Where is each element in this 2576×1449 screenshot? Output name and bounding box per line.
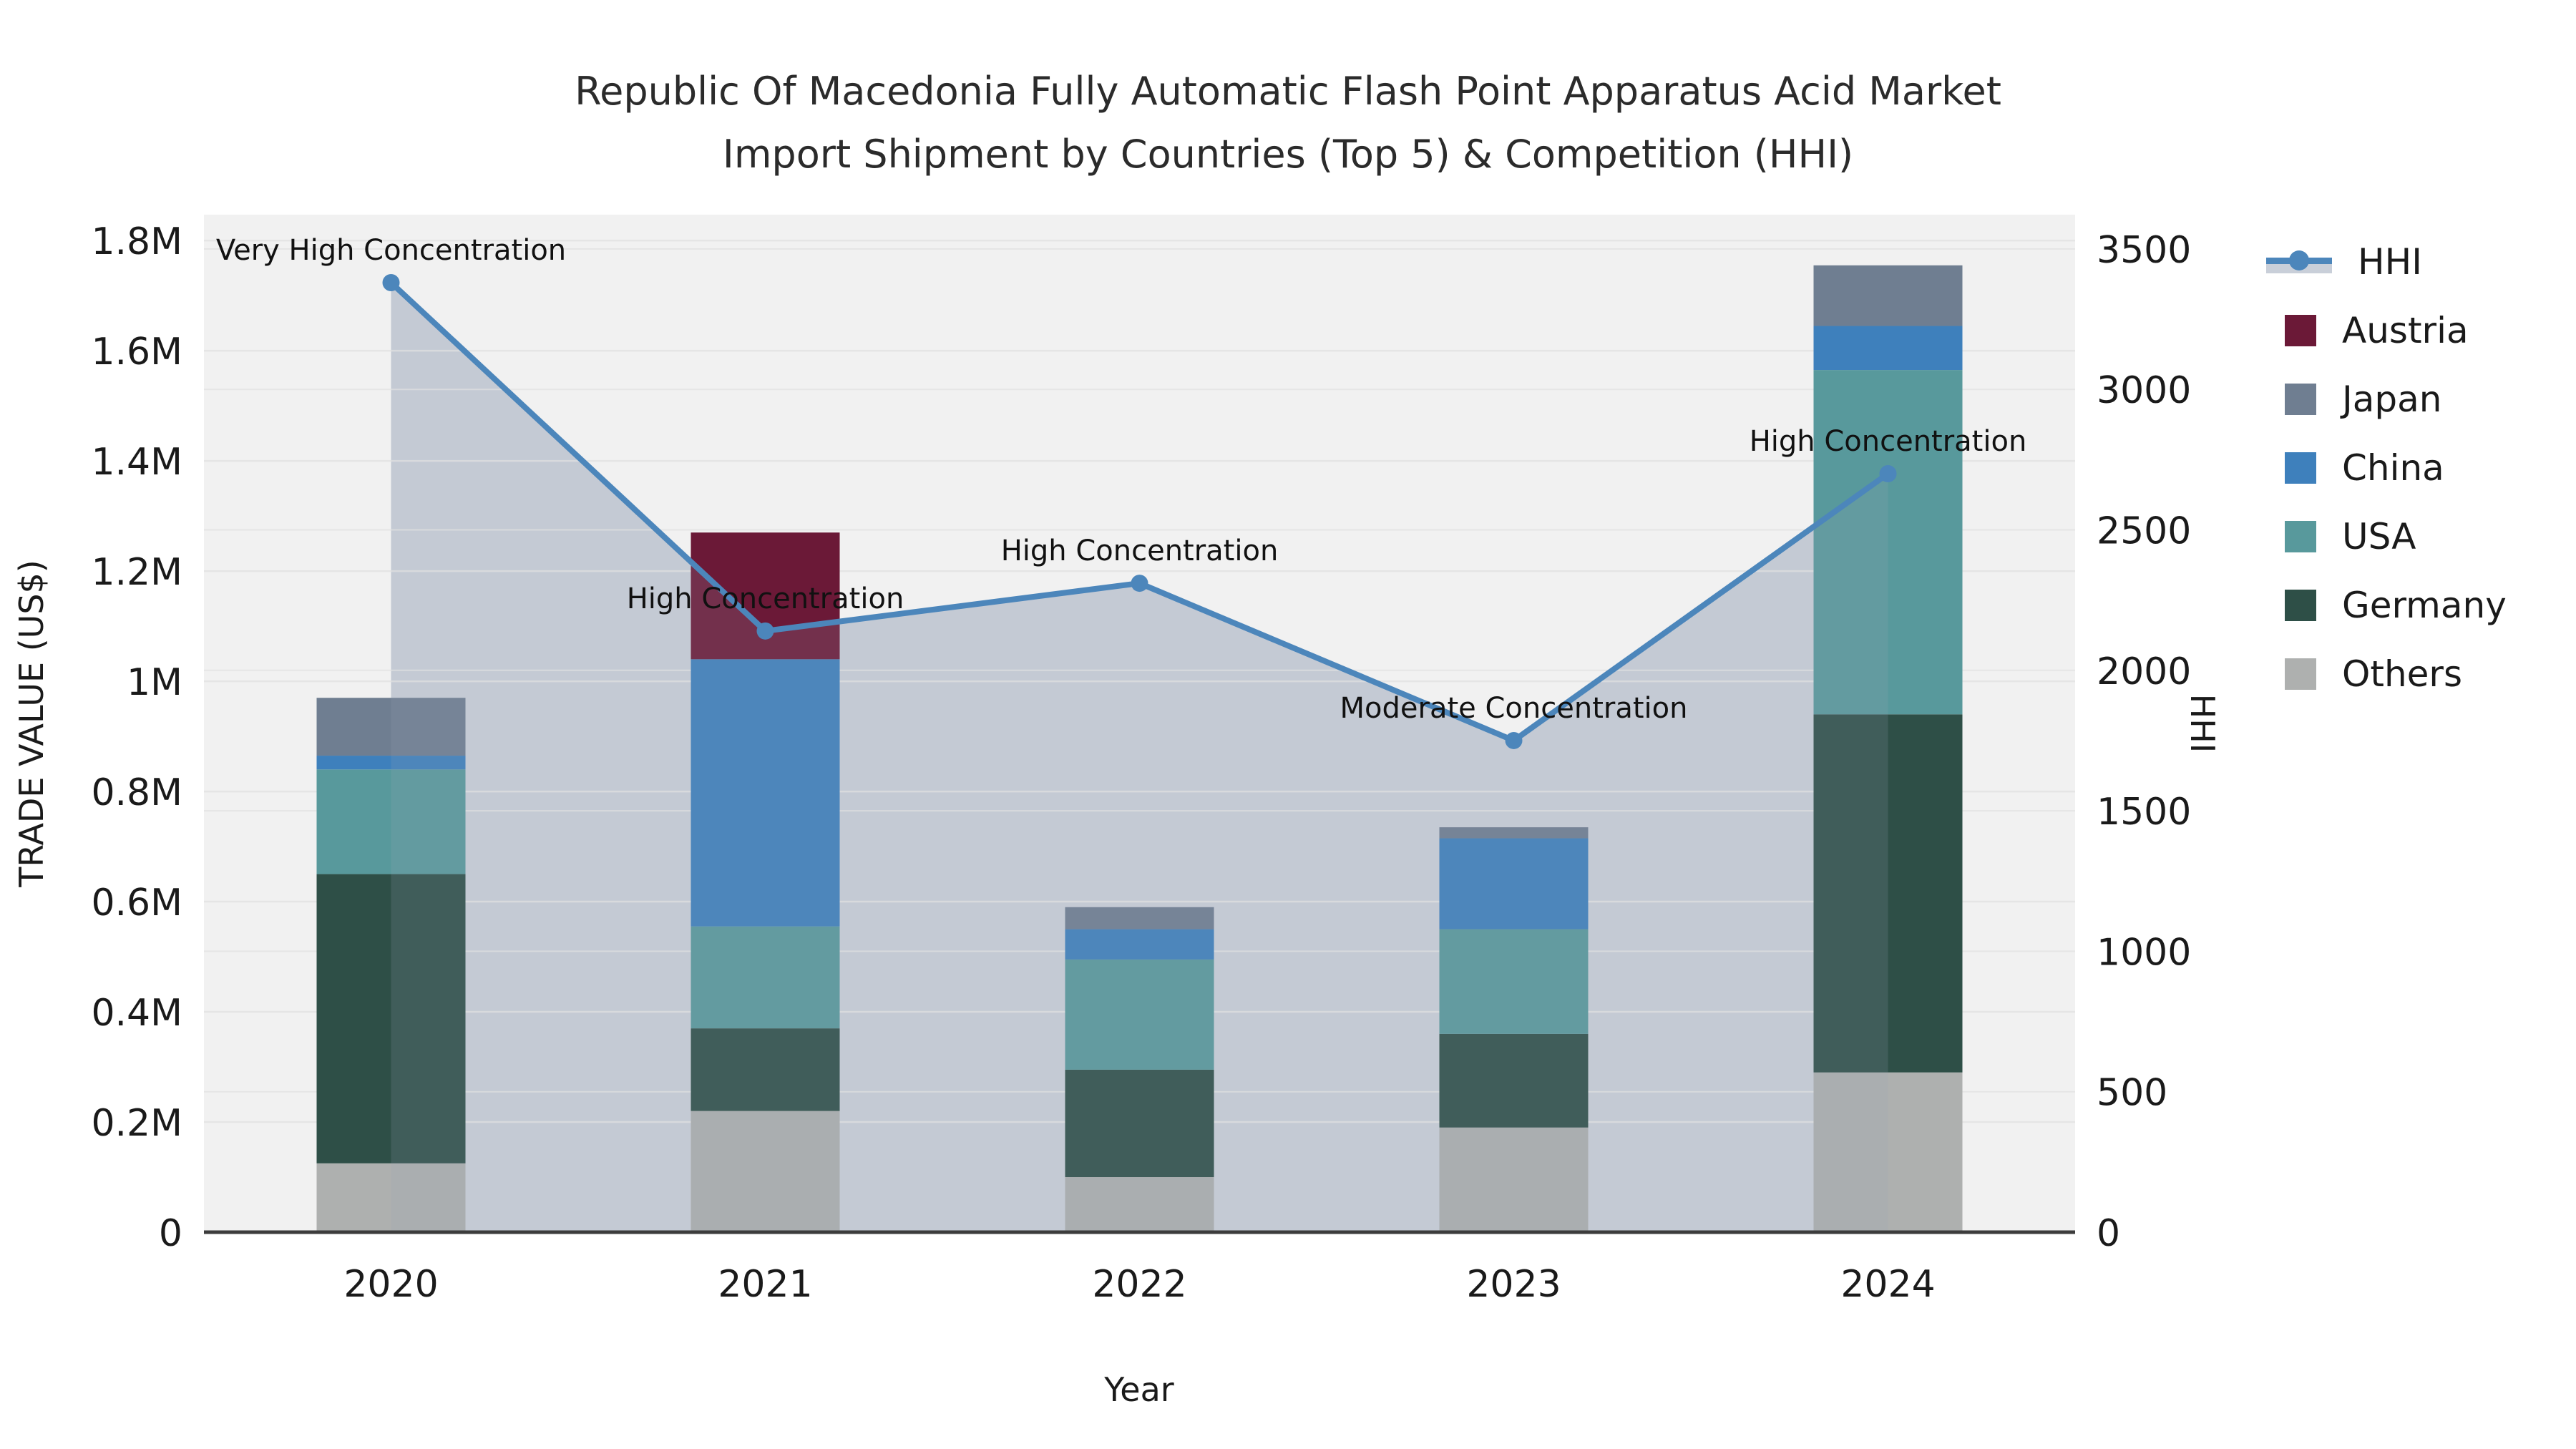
y-right-tick-label: 500 — [2097, 1072, 2167, 1115]
legend-color-swatch-icon — [2285, 315, 2316, 346]
x-tick-label-2021: 2021 — [718, 1263, 812, 1306]
y-left-tick-label: 1.4M — [91, 441, 182, 484]
y-right-tick-label: 1000 — [2097, 931, 2191, 974]
y-left-tick-label: 0.2M — [91, 1102, 182, 1145]
bar-segment-china-2021[interactable] — [691, 659, 840, 927]
bar-segment-usa-2023[interactable] — [1439, 929, 1589, 1034]
bar-segment-china-2022[interactable] — [1065, 929, 1214, 960]
bar-segment-usa-2024[interactable] — [1813, 370, 1963, 715]
hhi-point-2024[interactable] — [1879, 464, 1897, 482]
hhi-line-swatch-icon — [2266, 249, 2332, 275]
y-right-tick-label: 1500 — [2097, 791, 2191, 834]
x-tick-label-2022: 2022 — [1092, 1263, 1186, 1306]
bar-segment-germany-2023[interactable] — [1439, 1033, 1589, 1128]
y-left-tick-label: 0.8M — [91, 771, 182, 814]
legend-item-germany[interactable]: Germany — [2265, 571, 2507, 640]
bar-segment-others-2023[interactable] — [1439, 1127, 1589, 1232]
legend-color-swatch-icon — [2285, 658, 2316, 690]
bar-segment-japan-2022[interactable] — [1065, 907, 1214, 930]
legend-item-others[interactable]: Others — [2265, 640, 2507, 708]
legend-color-swatch-icon — [2285, 521, 2316, 552]
bar-segment-china-2024[interactable] — [1813, 326, 1963, 371]
hhi-point-2020[interactable] — [382, 274, 400, 292]
legend-label: USA — [2342, 516, 2416, 557]
annotation-label-2024: High Concentration — [1750, 425, 2027, 458]
bar-segment-japan-2020[interactable] — [316, 698, 466, 756]
hhi-point-2021[interactable] — [756, 622, 774, 640]
legend-label: Austria — [2342, 310, 2469, 351]
x-axis-title: Year — [1104, 1370, 1174, 1409]
annotation-label-2023: Moderate Concentration — [1340, 692, 1688, 725]
bar-segment-china-2020[interactable] — [316, 756, 466, 770]
bar-segment-germany-2020[interactable] — [316, 874, 466, 1163]
legend-color-swatch-icon — [2285, 590, 2316, 621]
y-right-tick-label: 3000 — [2097, 369, 2191, 412]
bar-segment-others-2021[interactable] — [691, 1111, 840, 1232]
y-right-tick-label: 3500 — [2097, 229, 2191, 272]
hhi-area-overlay — [391, 283, 1888, 1232]
annotation-label-2022: High Concentration — [1001, 535, 1279, 567]
bar-segment-germany-2024[interactable] — [1813, 714, 1963, 1073]
bar-segment-china-2023[interactable] — [1439, 838, 1589, 930]
y-right-axis-title: HHI — [2183, 693, 2222, 753]
y-right-tick-label: 0 — [2097, 1212, 2120, 1255]
x-tick-label-2023: 2023 — [1466, 1263, 1561, 1306]
legend-item-china[interactable]: China — [2265, 434, 2507, 502]
bar-segment-usa-2021[interactable] — [691, 926, 840, 1029]
y-left-tick-label: 0.6M — [91, 882, 182, 924]
legend-color-swatch-icon — [2285, 384, 2316, 415]
x-tick-label-2020: 2020 — [343, 1263, 438, 1306]
y-left-tick-label: 1.2M — [91, 551, 182, 594]
legend-item-austria[interactable]: Austria — [2265, 296, 2507, 365]
bar-segment-others-2022[interactable] — [1065, 1177, 1214, 1232]
x-tick-label-2024: 2024 — [1840, 1263, 1935, 1306]
bar-segment-germany-2021[interactable] — [691, 1028, 840, 1111]
bar-segment-japan-2023[interactable] — [1439, 827, 1589, 839]
legend-label: China — [2342, 447, 2444, 489]
legend-item-hhi[interactable]: HHI — [2265, 228, 2507, 296]
bar-segment-japan-2024[interactable] — [1813, 265, 1963, 326]
legend: HHI Austria Japan China USA Germany Others — [2265, 228, 2507, 708]
y-right-tick-label: 2500 — [2097, 509, 2191, 552]
annotation-label-2021: High Concentration — [627, 582, 904, 615]
legend-label: Others — [2342, 653, 2463, 695]
bar-segment-usa-2020[interactable] — [316, 769, 466, 874]
y-left-tick-label: 1.8M — [91, 220, 182, 263]
y-left-tick-label: 1.6M — [91, 331, 182, 374]
y-left-tick-label: 1M — [127, 661, 182, 704]
chart-title: Republic Of Macedonia Fully Automatic Fl… — [0, 60, 2576, 186]
bar-segment-others-2020[interactable] — [316, 1163, 466, 1232]
bar-segment-usa-2022[interactable] — [1065, 959, 1214, 1070]
legend-item-japan[interactable]: Japan — [2265, 365, 2507, 434]
bar-segment-germany-2022[interactable] — [1065, 1069, 1214, 1178]
hhi-point-2022[interactable] — [1131, 575, 1148, 592]
bar-segment-others-2024[interactable] — [1813, 1072, 1963, 1232]
y-right-tick-label: 2000 — [2097, 650, 2191, 693]
legend-label: HHI — [2358, 241, 2422, 283]
y-left-axis-title: TRADE VALUE (US$) — [12, 560, 51, 887]
hhi-point-2023[interactable] — [1505, 731, 1523, 749]
legend-item-usa[interactable]: USA — [2265, 502, 2507, 571]
legend-label: Germany — [2342, 585, 2507, 626]
legend-color-swatch-icon — [2285, 452, 2316, 484]
y-left-tick-label: 0.4M — [91, 992, 182, 1035]
chart-title-line1: Republic Of Macedonia Fully Automatic Fl… — [575, 69, 2001, 114]
annotation-label-2020: Very High Concentration — [216, 234, 566, 267]
y-left-tick-label: 0 — [159, 1212, 182, 1255]
chart-title-line2: Import Shipment by Countries (Top 5) & C… — [722, 132, 1854, 177]
legend-label: Japan — [2342, 379, 2442, 420]
